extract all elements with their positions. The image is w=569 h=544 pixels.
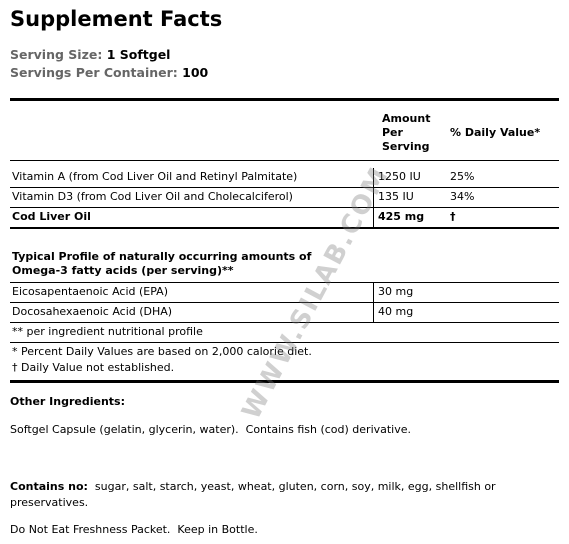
footnote: † Daily Value not established.	[12, 361, 175, 374]
row-name: Cod Liver Oil	[12, 210, 91, 223]
row-name: Eicosapentaenoic Acid (EPA)	[12, 285, 169, 298]
row-name: Vitamin D3 (from Cod Liver Oil and Chole…	[12, 190, 293, 203]
rule	[10, 98, 559, 101]
row-dv: 25%	[450, 170, 475, 183]
row-name: Docosahexaenoic Acid (DHA)	[12, 305, 173, 318]
rule	[10, 322, 559, 323]
rule	[10, 187, 559, 188]
column-rule	[373, 283, 374, 303]
column-rule	[373, 303, 374, 323]
value: 1 Softgel	[106, 47, 171, 62]
value: 100	[182, 65, 209, 80]
row-dv: 34%	[450, 190, 475, 203]
header-dv: % Daily Value*	[450, 126, 541, 139]
row-name: Vitamin A (from Cod Liver Oil and Retiny…	[12, 170, 298, 183]
other-ingredients: Softgel Capsule (gelatin, glycerin, wate…	[10, 423, 412, 436]
row-amount: 1250 IU	[378, 170, 421, 183]
other-ingredients-label: Other Ingredients:	[10, 395, 125, 408]
contains-no: Contains no: sugar, salt, starch, yeast,…	[10, 479, 562, 511]
rule	[10, 282, 559, 283]
label: Servings Per Container:	[10, 65, 178, 80]
value: sugar, salt, starch, yeast, wheat, glute…	[10, 480, 500, 509]
rule	[10, 207, 559, 208]
rule	[10, 160, 559, 161]
row-amount: 425 mg	[378, 210, 425, 223]
serving-size: Serving Size: 1 Softgel	[10, 48, 170, 62]
row-amount: 40 mg	[378, 305, 414, 318]
column-rule	[373, 188, 374, 208]
header-amount: Amount Per Serving	[382, 112, 435, 153]
label: Contains no:	[10, 480, 88, 493]
rule	[10, 380, 559, 383]
title: Supplement Facts	[10, 7, 223, 31]
rule	[10, 302, 559, 303]
rule	[10, 227, 559, 229]
label: Serving Size:	[10, 47, 103, 62]
footnote: ** per ingredient nutritional profile	[12, 325, 203, 338]
footnote: * Percent Daily Values are based on 2,00…	[12, 345, 312, 358]
column-rule	[373, 168, 374, 188]
servings-per-container: Servings Per Container: 100	[10, 66, 208, 80]
row-amount: 30 mg	[378, 285, 414, 298]
row-amount: 135 IU	[378, 190, 414, 203]
rule	[10, 342, 559, 343]
profile-heading: Typical Profile of naturally occurring a…	[12, 250, 316, 277]
column-rule	[373, 208, 374, 228]
row-dv: †	[450, 210, 456, 223]
note: Do Not Eat Freshness Packet. Keep in Bot…	[10, 523, 258, 536]
